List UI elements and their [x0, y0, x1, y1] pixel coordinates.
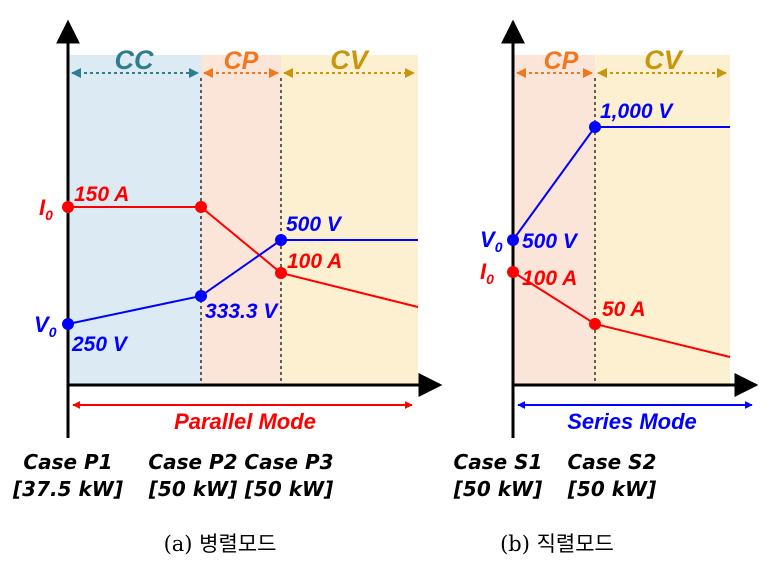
voltage-curve — [67, 239, 418, 325]
parallel-panel: CC CP CV I0 V0 150 A 100 A 250 V 333.3 V… — [12, 19, 443, 556]
case-s2-name: Case S2 — [568, 450, 657, 474]
case-s2-power: [50 kW] — [567, 477, 656, 501]
v0-label: V0 — [34, 312, 57, 340]
label-500v: 500 V — [286, 213, 343, 236]
case-p3-name: Case P3 — [244, 450, 333, 474]
label-100a-series: 100 A — [522, 267, 577, 290]
current-curve — [68, 206, 419, 308]
current-point-s1 — [507, 266, 519, 278]
cp-label: CP — [224, 47, 259, 75]
label-1000v: 1,000 V — [600, 100, 674, 123]
case-p1-power: [37.5 kW] — [12, 477, 123, 501]
label-500v-series: 500 V — [522, 230, 579, 253]
i0-label-series: I0 — [480, 259, 494, 287]
voltage-point-p1 — [62, 318, 74, 330]
voltage-point-s1 — [507, 234, 519, 246]
series-mode-label: Series Mode — [567, 409, 697, 434]
series-mode-label-bg — [558, 406, 708, 432]
case-p2-name: Case P2 — [148, 450, 237, 474]
series-panel: CP CV V0 I0 500 V 1,000 V 100 A 50 A Ser… — [453, 19, 759, 556]
voltage-point-p2 — [195, 290, 207, 302]
cp-region-series — [513, 55, 595, 385]
cp-region — [201, 55, 281, 385]
voltage-point-s2 — [589, 121, 601, 133]
cv-region — [281, 55, 418, 385]
label-250v: 250 V — [71, 333, 129, 356]
label-50a: 50 A — [602, 298, 646, 321]
caption-a: (a) 병렬모드 — [164, 532, 277, 556]
current-point-s2 — [589, 318, 601, 330]
cc-label: CC — [115, 45, 154, 75]
case-p3-power: [50 kW] — [244, 477, 333, 501]
current-point-p1 — [62, 201, 74, 213]
case-p2-power: [50 kW] — [148, 477, 237, 501]
label-150a: 150 A — [74, 183, 129, 206]
parallel-mode-label: Parallel Mode — [174, 409, 316, 434]
cc-region — [68, 55, 201, 385]
cv-label-series: CV — [644, 45, 683, 75]
case-s1-name: Case S1 — [454, 450, 543, 474]
label-333v: 333.3 V — [205, 300, 279, 323]
caption-b: (b) 직렬모드 — [500, 532, 614, 556]
voltage-point-p3 — [275, 234, 287, 246]
case-s1-power: [50 kW] — [453, 477, 542, 501]
parallel-mode-label-bg — [164, 406, 330, 432]
label-100a: 100 A — [287, 250, 342, 273]
i0-label: I0 — [39, 195, 53, 223]
cv-label: CV — [330, 45, 369, 75]
current-point-p2 — [195, 201, 207, 213]
v0-label-series: V0 — [480, 227, 503, 255]
current-point-p3 — [275, 267, 287, 279]
case-p1-name: Case P1 — [23, 450, 112, 474]
cp-label-series: CP — [544, 47, 579, 75]
